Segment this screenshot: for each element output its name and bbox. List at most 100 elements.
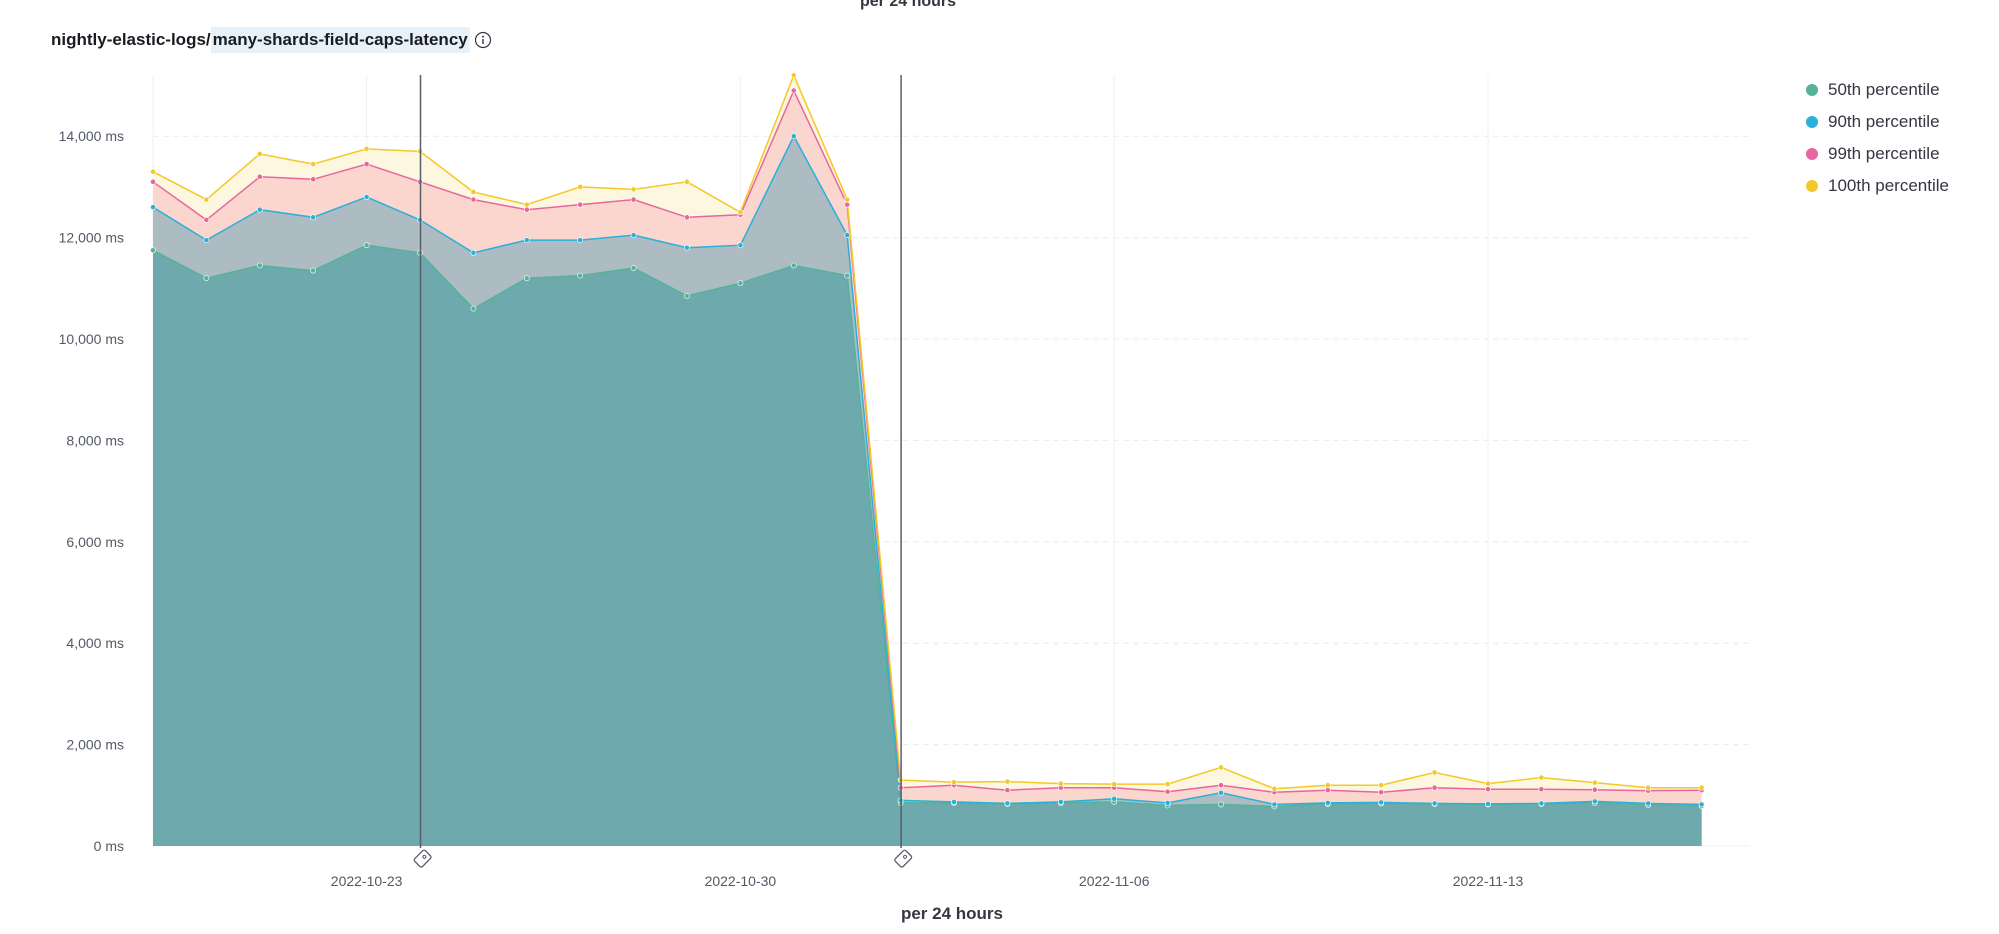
data-point[interactable]: [1271, 801, 1278, 808]
data-point[interactable]: [1004, 778, 1011, 785]
legend-item[interactable]: 90th percentile: [1803, 106, 1949, 138]
data-point[interactable]: [1164, 788, 1171, 795]
data-point[interactable]: [203, 275, 210, 282]
data-point[interactable]: [1485, 780, 1491, 787]
legend-item[interactable]: 100th percentile: [1803, 170, 1949, 202]
data-point[interactable]: [1591, 779, 1598, 786]
data-point[interactable]: [1698, 784, 1705, 791]
data-point[interactable]: [1378, 782, 1385, 789]
data-point[interactable]: [1218, 782, 1224, 789]
data-point[interactable]: [737, 242, 744, 249]
data-point[interactable]: [630, 186, 637, 193]
data-point[interactable]: [1431, 800, 1438, 807]
data-point[interactable]: [737, 280, 744, 287]
data-point[interactable]: [1004, 800, 1011, 807]
data-point[interactable]: [737, 209, 744, 216]
data-point[interactable]: [1111, 795, 1118, 802]
data-point[interactable]: [470, 196, 477, 203]
data-point[interactable]: [630, 232, 637, 238]
annotation-tag-icon[interactable]: [413, 849, 432, 868]
y-tick-label: 14,000 ms: [59, 128, 124, 144]
data-point[interactable]: [1057, 798, 1064, 805]
data-point[interactable]: [1111, 781, 1118, 788]
data-point[interactable]: [790, 87, 797, 94]
top-axis-title: per 24 hours: [860, 0, 957, 10]
data-point[interactable]: [1645, 784, 1652, 791]
data-point[interactable]: [203, 196, 210, 203]
data-point[interactable]: [1378, 789, 1385, 796]
data-point[interactable]: [150, 204, 156, 211]
data-point[interactable]: [630, 196, 637, 203]
data-point[interactable]: [630, 265, 637, 271]
data-point[interactable]: [470, 189, 477, 195]
data-point[interactable]: [1431, 784, 1438, 791]
data-point[interactable]: [577, 183, 584, 190]
data-point[interactable]: [577, 201, 584, 208]
data-point[interactable]: [684, 293, 690, 299]
data-point[interactable]: [363, 194, 370, 200]
data-point[interactable]: [1324, 782, 1331, 789]
data-point[interactable]: [1218, 801, 1224, 808]
data-point[interactable]: [1591, 798, 1598, 805]
data-point[interactable]: [310, 267, 317, 274]
data-point[interactable]: [256, 173, 263, 180]
data-point[interactable]: [1538, 774, 1545, 781]
data-point[interactable]: [684, 214, 690, 221]
data-point[interactable]: [1698, 801, 1705, 808]
data-point[interactable]: [363, 145, 370, 152]
data-point[interactable]: [1324, 787, 1331, 794]
data-point[interactable]: [790, 72, 797, 79]
data-point[interactable]: [1431, 769, 1438, 776]
data-point[interactable]: [470, 305, 477, 312]
data-point[interactable]: [844, 232, 851, 238]
data-point[interactable]: [256, 262, 263, 269]
data-point[interactable]: [523, 275, 530, 282]
data-point[interactable]: [363, 242, 370, 249]
data-point[interactable]: [1324, 800, 1331, 806]
data-point[interactable]: [1004, 787, 1011, 794]
data-point[interactable]: [310, 161, 317, 167]
data-point[interactable]: [1485, 786, 1491, 793]
data-point[interactable]: [1164, 781, 1171, 788]
data-point[interactable]: [1538, 800, 1545, 807]
data-point[interactable]: [1271, 785, 1278, 792]
legend-item[interactable]: 99th percentile: [1803, 138, 1949, 170]
data-point[interactable]: [577, 237, 584, 244]
data-point[interactable]: [256, 206, 263, 213]
data-point[interactable]: [1538, 786, 1545, 793]
data-point[interactable]: [951, 779, 957, 786]
data-point[interactable]: [1057, 780, 1064, 787]
data-point[interactable]: [1645, 800, 1652, 807]
data-point[interactable]: [523, 237, 530, 244]
data-point[interactable]: [844, 201, 851, 208]
data-point[interactable]: [790, 262, 797, 269]
data-point[interactable]: [256, 151, 263, 157]
data-point[interactable]: [203, 237, 210, 244]
data-point[interactable]: [1218, 764, 1224, 771]
info-icon[interactable]: [474, 31, 492, 49]
data-point[interactable]: [523, 206, 530, 213]
data-point[interactable]: [684, 244, 690, 251]
data-point[interactable]: [310, 176, 317, 183]
data-point[interactable]: [523, 201, 530, 208]
data-point[interactable]: [684, 178, 690, 185]
data-point[interactable]: [310, 214, 317, 221]
data-point[interactable]: [790, 133, 797, 140]
data-point[interactable]: [844, 196, 851, 203]
data-point[interactable]: [1164, 800, 1171, 806]
data-point[interactable]: [150, 178, 156, 185]
data-point[interactable]: [1485, 801, 1491, 807]
data-point[interactable]: [951, 798, 957, 805]
data-point[interactable]: [1591, 786, 1598, 793]
annotation-tag-icon[interactable]: [894, 849, 913, 868]
data-point[interactable]: [1378, 799, 1385, 806]
data-point[interactable]: [363, 161, 370, 167]
data-point[interactable]: [844, 272, 851, 279]
data-point[interactable]: [150, 168, 156, 175]
data-point[interactable]: [1218, 789, 1224, 796]
data-point[interactable]: [470, 249, 477, 256]
data-point[interactable]: [577, 272, 584, 279]
legend-item[interactable]: 50th percentile: [1803, 74, 1949, 106]
data-point[interactable]: [150, 247, 156, 254]
data-point[interactable]: [203, 216, 210, 223]
